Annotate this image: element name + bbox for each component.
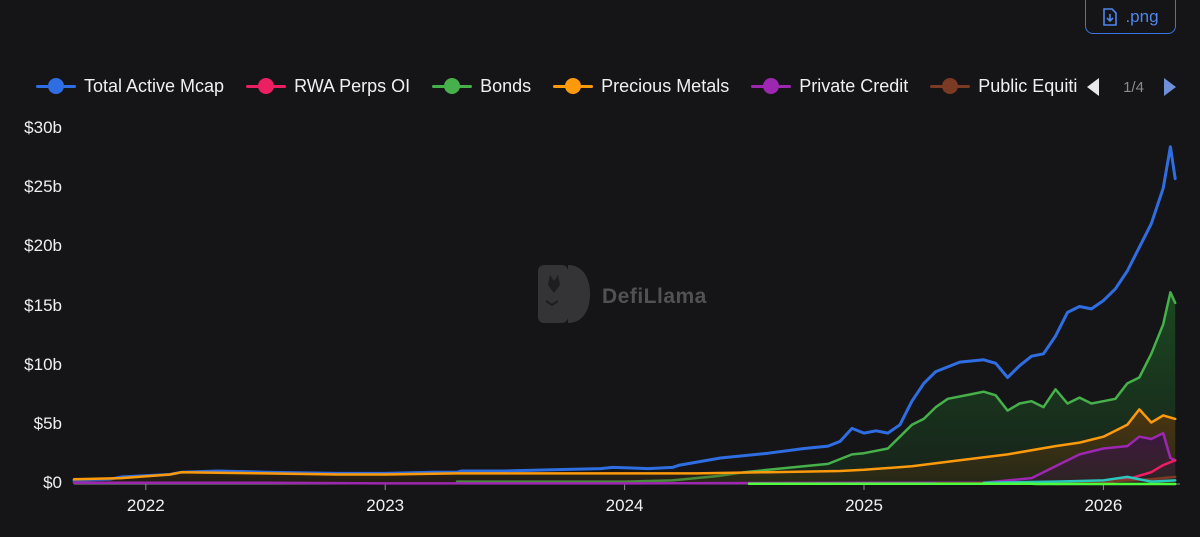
- y-tick-label: $20b: [24, 236, 62, 256]
- legend-marker-icon: [432, 78, 473, 94]
- llama-logo-icon: [536, 263, 592, 330]
- export-png-label: .png: [1125, 6, 1159, 26]
- series-line: [72, 145, 1177, 482]
- legend-pager: 1/4: [1086, 74, 1181, 100]
- legend-label: Public Equities: [978, 75, 1078, 96]
- download-file-icon: [1102, 7, 1118, 26]
- legend-marker-icon: [36, 78, 76, 94]
- x-tick-label: 2025: [845, 496, 883, 515]
- legend-item[interactable]: RWA Perps OI: [246, 76, 410, 97]
- legend-item[interactable]: Precious Metals: [553, 76, 729, 97]
- legend-label: Bonds: [480, 75, 532, 96]
- legend-item[interactable]: Total Active Mcap: [36, 76, 224, 97]
- legend-item[interactable]: Public Equities: [930, 76, 1078, 97]
- series-line: [72, 431, 1177, 485]
- legend-next-page-button[interactable]: [1163, 76, 1181, 98]
- legend-marker-icon: [553, 78, 594, 94]
- export-png-button[interactable]: .png: [1085, 0, 1176, 34]
- legend-page-indicator: 1/4: [1123, 78, 1144, 96]
- y-tick-label: $15b: [24, 295, 62, 315]
- legend-prev-page-button[interactable]: [1086, 76, 1104, 98]
- legend-marker-icon: [930, 78, 971, 94]
- legend-label: RWA Perps OI: [294, 75, 411, 96]
- watermark: DefiLlama: [536, 263, 707, 330]
- x-tick-label: 2022: [126, 496, 165, 515]
- y-tick-label: $25b: [24, 177, 62, 197]
- series-line: [72, 408, 1177, 481]
- y-tick-label: $0: [43, 473, 62, 492]
- series-line: [982, 475, 1177, 485]
- legend-item[interactable]: Bonds: [432, 76, 531, 97]
- series-area: [74, 433, 1176, 484]
- series-area: [457, 292, 1176, 484]
- y-tick-label: $30b: [24, 118, 62, 137]
- y-tick-label: $10b: [24, 354, 62, 374]
- x-tick-label: 2026: [1084, 496, 1123, 515]
- series-line: [455, 291, 1177, 483]
- legend-marker-icon: [246, 78, 287, 94]
- legend-label: Private Credit: [799, 75, 909, 96]
- chart-legend: Total Active Mcap RWA Perps OI Bonds Precio…: [36, 70, 1078, 102]
- legend-marker-icon: [751, 78, 792, 94]
- legend-label: Total Active Mcap: [84, 75, 225, 96]
- watermark-text: DefiLlama: [602, 284, 707, 308]
- x-tick-label: 2023: [366, 496, 405, 515]
- x-tick-label: 2024: [605, 496, 644, 515]
- legend-item[interactable]: Private Credit: [751, 76, 908, 97]
- legend-label: Precious Metals: [601, 75, 730, 96]
- y-tick-label: $5b: [33, 413, 62, 433]
